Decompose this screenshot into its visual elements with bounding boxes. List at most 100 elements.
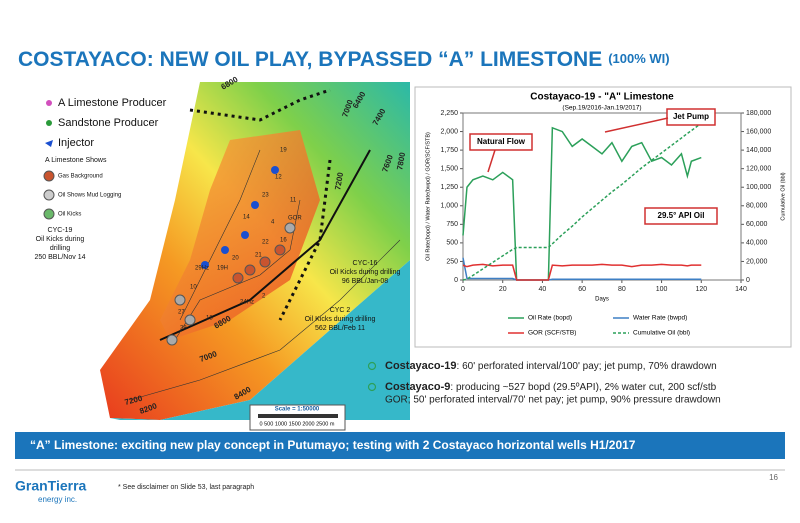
x-tick-label: 140 <box>735 286 747 293</box>
map-basin <box>110 260 410 420</box>
y2-tick-label: 0 <box>746 277 750 284</box>
fault-dotted <box>189 88 331 122</box>
y-tick-label: 500 <box>446 240 458 247</box>
well-label: 20 <box>232 256 239 262</box>
y-axis-label: Oil Rate(bopd) / Water Rate(bwpd) / GOR(… <box>425 132 431 261</box>
bullet-name: Costayaco-9 <box>385 381 450 393</box>
well-label: 4 <box>271 220 275 226</box>
legend-dot <box>43 208 55 220</box>
logo: GranTierra <box>15 478 87 494</box>
annotation-arrow <box>604 117 669 133</box>
y2-tick-label: 100,000 <box>746 184 771 191</box>
series-line <box>462 126 702 281</box>
chart-title: Costayaco-19 - "A" Limestone <box>530 92 674 103</box>
y2-tick-label: 40,000 <box>746 240 768 247</box>
shows-grey <box>166 222 296 346</box>
annotation: 29.5° API Oil <box>658 211 705 220</box>
map-legend-label: A Limestone Producer <box>58 97 167 109</box>
well-label: 21 <box>255 253 262 259</box>
legend-label: Cumulative Oil (bbl) <box>633 330 690 337</box>
scale-bar <box>258 414 338 418</box>
legend-label: GOR (SCF/STB) <box>528 330 576 337</box>
well-label: GOR <box>288 216 302 222</box>
footer-note: * See disclaimer on Slide 53, last parag… <box>118 484 254 491</box>
well-label: 10 <box>190 285 197 291</box>
legend-label: Water Rate (bwpd) <box>633 315 687 322</box>
x-tick-label: 0 <box>461 286 465 293</box>
y2-tick-label: 80,000 <box>746 203 768 210</box>
y-tick-label: 2,000 <box>440 128 458 135</box>
slide-title: COSTAYACO: NEW OIL PLAY, BYPASSED “A” LI… <box>18 48 670 71</box>
annotation-arrow <box>487 149 496 173</box>
legend-dot <box>46 100 52 106</box>
well-label: 27 <box>178 310 185 316</box>
contour-label: 7800 <box>395 151 407 171</box>
map-legend-label: Sandstone Producer <box>58 117 159 129</box>
map-core <box>160 130 320 340</box>
y2-tick-label: 20,000 <box>746 258 768 265</box>
y-tick-label: 1,500 <box>440 166 458 173</box>
legend-dot <box>46 120 52 126</box>
well-label: 24Hz <box>240 300 254 306</box>
bullets: Costayaco-19: 60' perforated interval/10… <box>367 360 721 406</box>
map-callout: 250 BBL/Nov 14 <box>35 254 86 261</box>
well-label: 22 <box>262 240 269 246</box>
map-shows-title: A Limestone Shows <box>45 157 107 164</box>
x-tick-label: 20 <box>499 286 507 293</box>
well-label: 19H <box>217 266 228 272</box>
x-tick-label: 100 <box>656 286 668 293</box>
series-line <box>462 263 702 281</box>
scale-label: Scale = 1:50000 <box>275 407 320 413</box>
well-label: 2 <box>262 294 266 300</box>
map-show-label: Oil Kicks <box>58 212 81 218</box>
y-tick-label: 1,750 <box>440 147 458 154</box>
y-tick-label: 1,000 <box>440 203 458 210</box>
bullet-line: : producing ~527 bopd (29.5ºAPI), 2% wat… <box>450 382 716 393</box>
x-tick-label: 80 <box>618 286 626 293</box>
bullet-marker <box>367 361 377 371</box>
well-label: 18 <box>206 316 213 322</box>
well-label: 29Hz <box>195 266 209 272</box>
fault <box>159 149 371 341</box>
contour <box>174 199 301 341</box>
well-label: 28 <box>180 326 187 332</box>
map-callout: drilling <box>50 245 70 252</box>
bullet-text: Costayaco-9: producing ~527 bopd (29.5ºA… <box>385 381 717 393</box>
annotation-box <box>666 108 716 126</box>
chart-subtitle: (Sep.19/2016-Jan.19/2017) <box>562 105 641 112</box>
y-tick-label: 0 <box>454 277 458 284</box>
y2-tick-label: 180,000 <box>746 110 771 117</box>
legend-dot <box>45 140 53 147</box>
banner-text: “A” Limestone: exciting new play concept… <box>30 438 636 452</box>
map-callout: 96 BBL/Jan-08 <box>342 278 388 285</box>
x-axis-label: Days <box>595 297 609 303</box>
bullet-line: : 60' perforated interval/100' pay; jet … <box>457 361 717 372</box>
contour <box>179 149 261 321</box>
logo-sub: energy inc. <box>38 495 77 504</box>
well-label: 12 <box>275 175 282 181</box>
wells <box>201 166 279 269</box>
y-tick-label: 2,250 <box>440 110 458 117</box>
annotation-box <box>469 133 533 151</box>
map-legend-label: Injector <box>58 137 94 149</box>
legend-label: Oil Rate (bopd) <box>528 315 572 322</box>
page-number: 16 <box>769 473 778 482</box>
title-note: (100% WI) <box>608 51 669 66</box>
fault-dotted <box>278 159 332 321</box>
bullet-text: Costayaco-19: 60' perforated interval/10… <box>385 360 717 372</box>
y2-tick-label: 140,000 <box>746 147 771 154</box>
y2-tick-label: 60,000 <box>746 221 768 228</box>
legend-dot <box>43 189 55 201</box>
map-callout: Oil Kicks during <box>36 236 85 243</box>
map-callout: Oil Kicks during drilling <box>305 316 376 323</box>
map-callout: CYC-19 <box>48 227 73 234</box>
x-tick-label: 60 <box>578 286 586 293</box>
banner <box>15 432 785 459</box>
title-main: COSTAYACO: NEW OIL PLAY, BYPASSED “A” LI… <box>18 48 602 71</box>
map-callout: CYC 2 <box>330 307 351 314</box>
chart: Costayaco-19 - "A" Limestone (Sep.19/2016… <box>425 92 786 337</box>
contour-label: 7200 <box>333 171 345 191</box>
x-tick-label: 120 <box>695 286 707 293</box>
